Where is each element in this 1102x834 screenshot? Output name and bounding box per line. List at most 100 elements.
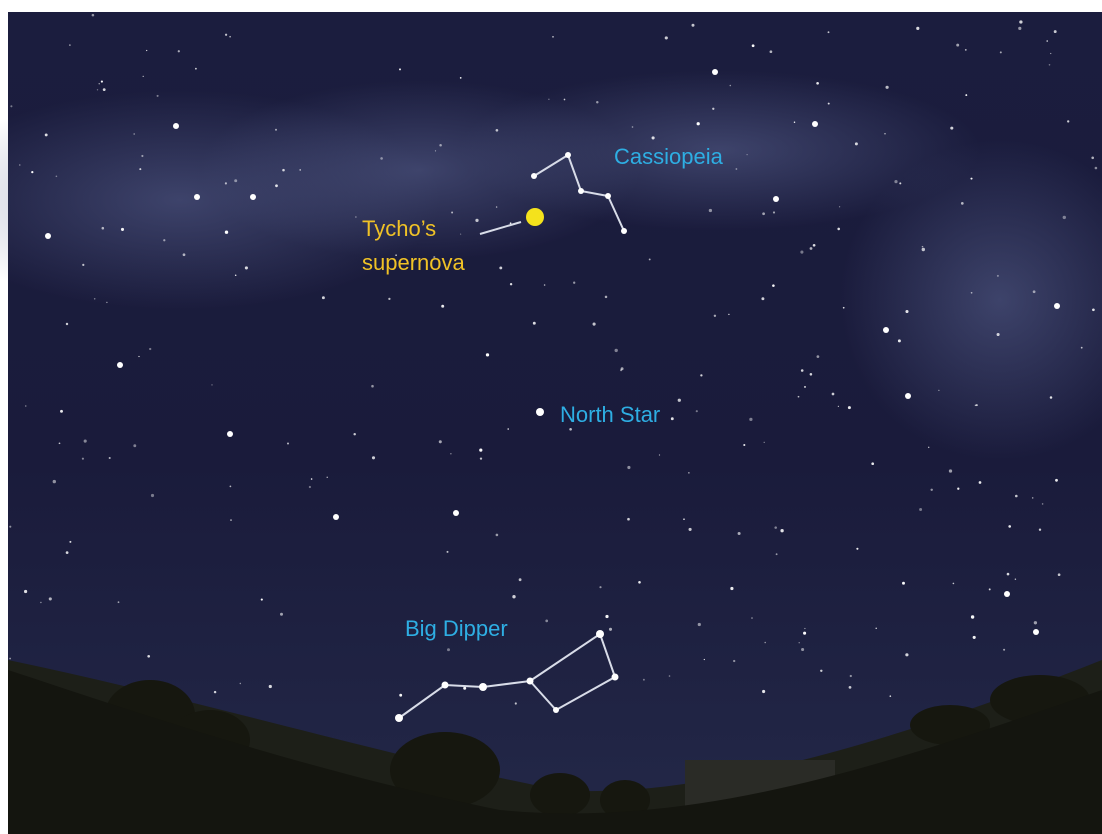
star — [905, 310, 908, 313]
star — [752, 44, 755, 47]
star — [627, 466, 630, 469]
star — [671, 417, 674, 420]
star — [973, 636, 976, 639]
star — [1033, 629, 1039, 635]
supernova-label: supernova — [362, 250, 466, 275]
star — [798, 396, 800, 398]
star — [195, 68, 197, 70]
star — [761, 297, 764, 300]
star — [894, 180, 897, 183]
star — [1033, 290, 1036, 293]
star — [25, 405, 26, 406]
star — [799, 642, 800, 643]
star — [1054, 30, 1057, 33]
star — [764, 442, 765, 443]
star — [1019, 20, 1022, 23]
star — [353, 433, 355, 435]
star — [930, 489, 932, 491]
star — [971, 292, 973, 294]
star — [163, 239, 165, 241]
star — [696, 410, 698, 412]
star — [230, 519, 232, 521]
star — [843, 307, 845, 309]
star — [898, 339, 901, 342]
star — [245, 266, 248, 269]
star — [884, 133, 885, 134]
star — [66, 551, 69, 554]
star — [697, 122, 700, 125]
star — [479, 449, 482, 452]
star — [794, 121, 795, 122]
star — [928, 447, 929, 448]
star — [451, 212, 453, 214]
star — [743, 444, 745, 446]
star — [311, 478, 313, 480]
star — [1095, 167, 1098, 170]
star — [683, 518, 685, 520]
star — [922, 248, 925, 251]
star — [178, 50, 180, 52]
star — [1042, 503, 1044, 505]
star — [813, 244, 816, 247]
star — [780, 529, 783, 532]
star — [965, 94, 967, 96]
star — [441, 305, 444, 308]
star — [905, 653, 908, 656]
page: {"labels": { "cassiopeia": "Cassiopeia",… — [0, 0, 1102, 834]
star — [1007, 573, 1010, 576]
star — [801, 648, 804, 651]
star — [762, 690, 765, 693]
star — [875, 628, 876, 629]
star — [322, 296, 325, 299]
star — [133, 444, 136, 447]
star — [275, 184, 278, 187]
star — [275, 129, 277, 131]
star — [709, 209, 712, 212]
star — [69, 541, 71, 543]
star — [496, 129, 499, 132]
star — [439, 144, 442, 147]
star — [714, 315, 716, 317]
star — [121, 228, 124, 231]
star — [211, 384, 212, 385]
star — [1054, 303, 1060, 309]
star — [515, 702, 517, 704]
star — [871, 462, 874, 465]
star — [103, 88, 106, 91]
star — [1046, 40, 1048, 42]
star — [519, 578, 522, 581]
star — [698, 623, 701, 626]
star — [53, 480, 56, 483]
star — [621, 367, 624, 370]
star — [979, 481, 982, 484]
star — [45, 233, 51, 239]
star — [773, 196, 779, 202]
star — [82, 264, 84, 266]
star — [764, 642, 766, 644]
star — [762, 212, 765, 215]
star — [961, 202, 964, 205]
star — [997, 333, 1000, 336]
star — [800, 251, 803, 254]
star — [627, 518, 630, 521]
star — [922, 246, 924, 248]
star — [970, 178, 972, 180]
star — [480, 457, 482, 459]
star — [569, 428, 572, 431]
star — [899, 182, 901, 184]
star — [804, 386, 806, 388]
star — [689, 528, 692, 531]
star — [730, 85, 732, 87]
star — [828, 31, 830, 33]
star — [250, 194, 256, 200]
star — [605, 296, 608, 299]
star — [355, 216, 356, 217]
star — [1067, 120, 1069, 122]
star — [333, 514, 339, 520]
star — [109, 457, 111, 459]
star — [938, 390, 939, 391]
star — [280, 613, 283, 616]
star — [902, 582, 905, 585]
star — [804, 628, 805, 629]
star — [596, 101, 598, 103]
